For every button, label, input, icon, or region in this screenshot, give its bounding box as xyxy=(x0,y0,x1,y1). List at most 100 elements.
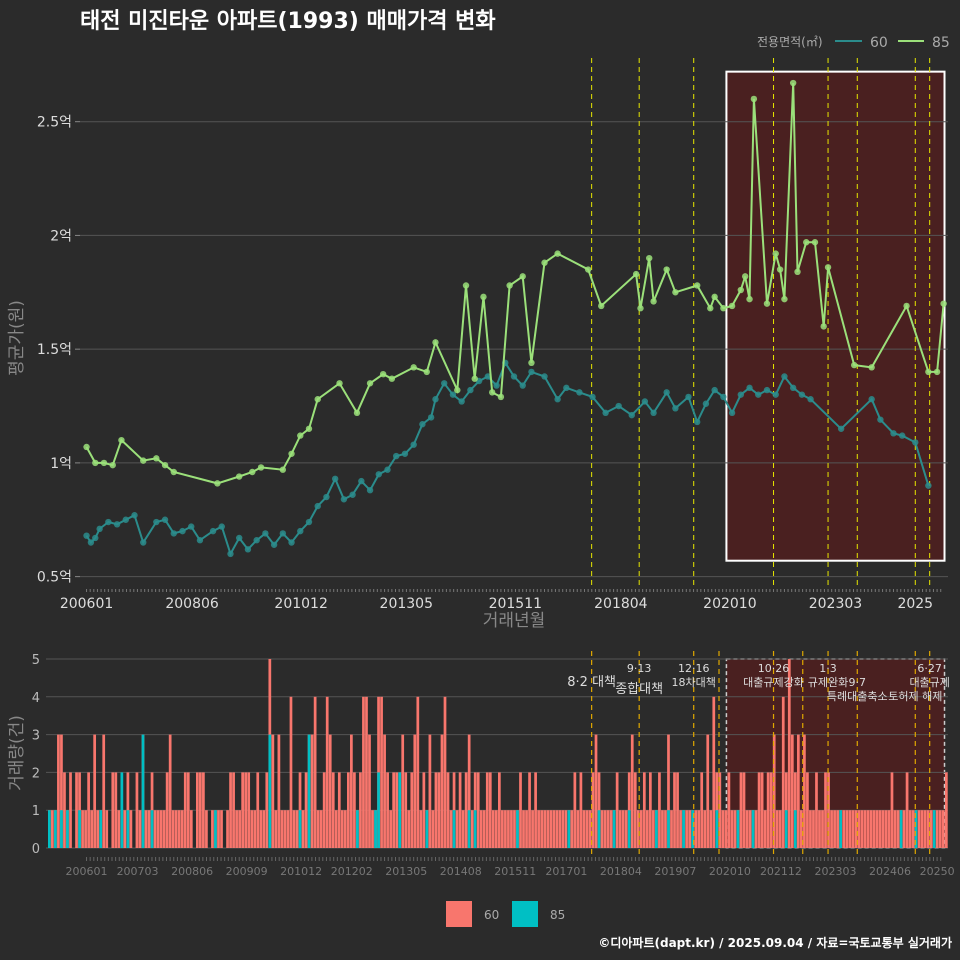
x-tick-label: 200601 xyxy=(66,865,108,878)
bar-60 xyxy=(555,810,559,848)
bar-60 xyxy=(87,772,90,848)
bar-60 xyxy=(241,772,245,848)
bar-60 xyxy=(256,772,260,848)
bar-60 xyxy=(896,810,900,848)
bar-60 xyxy=(389,810,392,848)
data-point-85 xyxy=(519,273,526,280)
data-point-60 xyxy=(925,482,932,489)
bar-60 xyxy=(636,810,640,848)
data-point-60 xyxy=(737,391,745,398)
data-point-85 xyxy=(336,380,343,387)
bar-60 xyxy=(585,810,589,848)
bar-60 xyxy=(570,810,574,848)
bar-85 xyxy=(66,810,69,848)
bar-60 xyxy=(537,810,540,848)
bar-60 xyxy=(244,772,248,848)
bar-60 xyxy=(60,734,63,848)
x-tick-label: 201408 xyxy=(440,865,482,878)
bar-60 xyxy=(186,772,190,848)
data-point-85 xyxy=(811,239,819,246)
bar-60 xyxy=(579,772,583,848)
data-point-60 xyxy=(375,471,382,478)
event-annotation: 12·16 xyxy=(678,662,710,675)
bar-60 xyxy=(81,810,84,848)
bar-60 xyxy=(917,810,921,848)
bar-60 xyxy=(289,696,293,848)
data-point-85 xyxy=(462,282,470,289)
bar-60 xyxy=(606,810,610,848)
bar-60 xyxy=(875,810,879,848)
data-point-85 xyxy=(663,266,670,273)
bar-60 xyxy=(301,810,305,848)
bar-60 xyxy=(564,810,568,848)
bar-60 xyxy=(857,810,861,848)
bar-60 xyxy=(443,696,447,848)
bar-60 xyxy=(893,810,897,848)
legend-bottom-label-60: 60 xyxy=(484,908,499,922)
data-point-60 xyxy=(899,432,906,439)
x-tick-label: 201012 xyxy=(280,865,322,878)
bar-60 xyxy=(316,810,320,848)
bar-60 xyxy=(935,810,939,848)
bar-60 xyxy=(748,810,752,848)
bar-85 xyxy=(356,810,359,848)
bar-60 xyxy=(941,810,945,848)
bar-60 xyxy=(199,772,202,848)
data-point-85 xyxy=(746,295,753,303)
data-point-60 xyxy=(650,409,657,417)
bar-60 xyxy=(667,734,670,848)
bar-60 xyxy=(63,772,66,848)
data-point-60 xyxy=(746,384,753,392)
data-point-85 xyxy=(161,461,169,469)
bar-60 xyxy=(464,772,468,848)
bar-60 xyxy=(854,810,858,848)
data-point-60 xyxy=(188,523,195,530)
data-point-85 xyxy=(297,432,304,439)
data-point-60 xyxy=(702,400,710,407)
bar-60 xyxy=(195,772,199,848)
bar-85 xyxy=(751,810,755,848)
data-point-85 xyxy=(707,305,714,312)
bar-85 xyxy=(612,810,616,848)
bar-85 xyxy=(398,772,402,848)
bar-60 xyxy=(226,810,229,848)
bar-85 xyxy=(99,810,103,848)
bar-60 xyxy=(706,734,710,848)
data-point-60 xyxy=(576,389,583,396)
data-point-60 xyxy=(789,384,797,392)
bar-60 xyxy=(229,772,232,848)
bar-60 xyxy=(863,810,867,848)
data-point-60 xyxy=(510,373,518,380)
event-annotation: 대출규제 xyxy=(909,676,949,689)
data-point-85 xyxy=(170,468,177,476)
data-point-85 xyxy=(763,300,771,307)
bar-60 xyxy=(800,810,803,848)
bar-60 xyxy=(700,772,704,848)
bar-60 xyxy=(498,772,501,848)
x-tick-label: 201804 xyxy=(600,865,642,878)
bar-60 xyxy=(778,810,782,848)
bar-60 xyxy=(884,810,888,848)
bar-60 xyxy=(860,810,864,848)
data-point-85 xyxy=(598,302,605,310)
data-point-60 xyxy=(628,411,635,419)
bar-60 xyxy=(842,810,846,848)
bar-60 xyxy=(890,772,894,848)
bar-60 xyxy=(322,772,326,848)
bar-60 xyxy=(546,810,550,848)
bar-85 xyxy=(682,810,685,848)
data-point-60 xyxy=(711,386,718,394)
bar-60 xyxy=(522,810,525,848)
x-tick-label: 201012 xyxy=(274,596,327,612)
bar-60 xyxy=(803,734,806,848)
bar-60 xyxy=(658,772,661,848)
bar-60 xyxy=(96,810,100,848)
bar-60 xyxy=(437,772,441,848)
bar-85 xyxy=(736,810,740,848)
bar-60 xyxy=(540,810,543,848)
data-point-60 xyxy=(244,546,252,553)
bar-60 xyxy=(371,810,374,848)
bar-60 xyxy=(265,772,269,848)
data-point-60 xyxy=(314,502,321,510)
data-point-85 xyxy=(824,264,832,271)
